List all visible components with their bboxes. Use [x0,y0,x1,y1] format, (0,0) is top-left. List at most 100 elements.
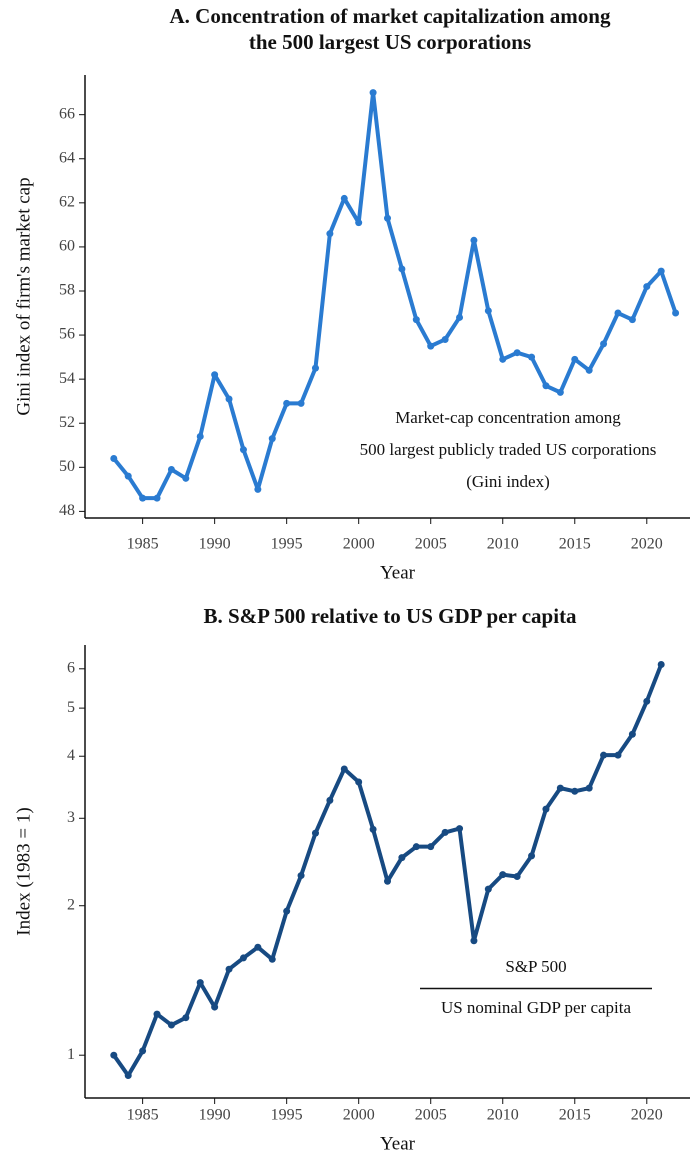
data-point [571,355,579,363]
data-point [585,366,593,374]
annotation: (Gini index) [466,472,550,491]
data-point [182,474,190,482]
data-point [513,349,521,357]
data-point [297,872,305,880]
chart-title: the 500 largest US corporations [249,30,531,54]
y-tick-label: 4 [67,747,75,764]
x-tick-label: 2005 [415,536,447,553]
annotation: S&P 500 [505,957,566,976]
x-tick-label: 2020 [631,1107,663,1124]
data-point [585,784,593,792]
x-axis-label: Year [380,1133,416,1154]
data-point [628,730,636,738]
data-point [254,485,262,493]
data-point [110,1051,118,1059]
data-point [672,309,680,317]
data-point [297,399,305,407]
data-point [369,825,377,833]
y-tick-label: 48 [59,502,75,519]
data-point [398,265,406,273]
y-tick-label: 54 [59,370,75,387]
data-point [196,432,204,440]
data-point [211,1003,219,1011]
data-point [384,877,391,885]
y-tick-label: 64 [59,149,75,166]
data-point [268,435,276,443]
x-tick-label: 2000 [343,536,375,553]
data-point [182,1014,190,1022]
x-tick-label: 2015 [559,1107,591,1124]
chart-title: A. Concentration of market capitalizatio… [170,4,611,28]
annotation: Market-cap concentration among [395,408,621,427]
data-point [657,661,665,669]
data-point [628,316,636,324]
data-point [456,825,464,833]
data-point [326,230,334,238]
data-point [657,267,665,275]
data-point [124,1072,132,1080]
y-tick-label: 62 [59,194,75,211]
data-point [600,340,608,348]
data-point [614,751,622,759]
data-point [513,873,521,881]
x-tick-label: 2000 [343,1107,375,1124]
x-tick-label: 2010 [487,1107,519,1124]
data-point [167,1021,175,1029]
y-axis-label: Gini index of firm's market cap [13,177,34,415]
x-tick-label: 2005 [415,1107,447,1124]
data-point [542,805,550,813]
data-point [196,979,204,987]
y-axis-label: Index (1983 = 1) [13,807,34,935]
chart-title: B. S&P 500 relative to US GDP per capita [203,604,577,628]
data-point [427,342,435,350]
data-point [355,778,363,786]
data-point [211,371,219,379]
x-tick-label: 1990 [199,536,231,553]
data-point [153,494,161,502]
data-point [542,382,550,390]
data-point [528,353,536,361]
y-tick-label: 6 [67,659,75,676]
data-point [167,466,175,474]
data-point [239,446,247,454]
data-point [254,943,262,951]
y-tick-label: 56 [59,326,75,343]
x-tick-label: 2020 [631,536,663,553]
y-tick-label: 60 [59,238,75,255]
data-point [556,388,564,396]
y-tick-label: 2 [67,896,75,913]
data-point [153,1010,161,1018]
data-point [614,309,622,317]
data-point [456,313,464,321]
x-tick-label: 1990 [199,1107,231,1124]
data-point [139,1047,147,1055]
data-point [412,843,420,851]
y-tick-label: 58 [59,282,75,299]
data-point [340,194,348,202]
data-point [470,236,478,244]
x-tick-label: 1985 [127,1107,159,1124]
data-point [441,828,449,836]
data-point [326,796,334,804]
data-point [643,697,651,705]
data-point [499,871,507,879]
x-tick-label: 1995 [271,1107,303,1124]
data-point [470,937,478,945]
data-line [112,90,678,501]
data-point [340,765,348,773]
x-tick-label: 1995 [271,536,303,553]
y-tick-label: 1 [67,1046,75,1063]
data-point [427,843,435,851]
data-point [412,316,420,324]
data-point [369,89,377,97]
data-point [484,307,492,315]
data-point [225,965,233,973]
y-tick-label: 3 [67,809,75,826]
data-point [225,395,233,403]
x-tick-label: 1985 [127,536,159,553]
data-point [499,355,507,363]
y-tick-label: 52 [59,414,75,431]
data-point [600,751,608,759]
y-tick-label: 5 [67,699,75,716]
